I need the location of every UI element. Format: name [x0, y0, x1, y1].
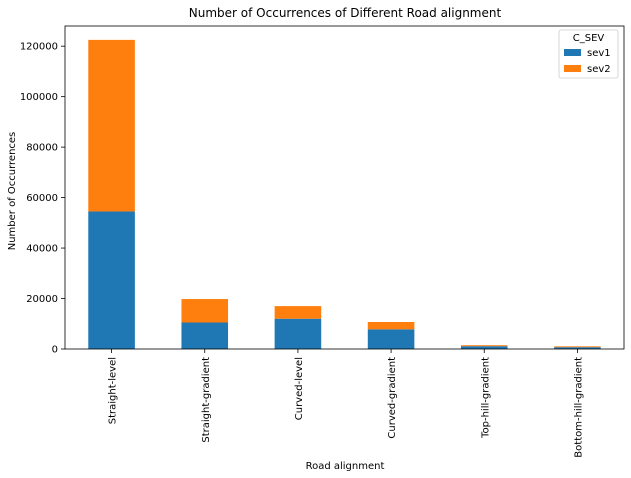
y-tick-label: 80000 — [26, 143, 58, 154]
x-tick-label: Bottom-hill-gradient — [573, 357, 584, 458]
y-tick-label: 0 — [52, 345, 58, 356]
plot-area — [64, 25, 625, 350]
legend-swatch-sev1 — [564, 49, 581, 56]
bar-sev1-straight-gradient — [181, 322, 229, 349]
x-tick-label: Straight-level — [108, 357, 119, 424]
y-axis: 0 20000 40000 60000 80000 100000 120000 — [20, 42, 65, 356]
legend-title: C_SEV — [573, 33, 605, 44]
bar-sev1-top-hill-gradient — [460, 346, 508, 349]
bar-sev2-curved-gradient — [367, 322, 415, 330]
bar-sev1-straight-level — [88, 211, 135, 349]
bar-sev1-curved-gradient — [367, 329, 415, 349]
y-tick-label: 40000 — [26, 244, 58, 255]
bar-sev1-curved-level — [274, 318, 322, 349]
x-tick-label: Curved-gradient — [387, 357, 398, 439]
y-axis-label: Number of Occurrences — [7, 132, 18, 251]
bar-sev2-curved-level — [274, 306, 322, 319]
y-tick-label: 100000 — [20, 92, 58, 103]
x-tick-label: Curved-level — [294, 357, 305, 420]
bar-sev2-top-hill-gradient — [460, 345, 508, 347]
x-tick-label: Top-hill-gradient — [480, 357, 491, 439]
legend-label-sev2: sev2 — [587, 64, 611, 75]
y-tick-label: 20000 — [26, 294, 58, 305]
legend: C_SEV sev1 sev2 — [558, 29, 619, 79]
bar-sev2-straight-gradient — [181, 299, 229, 323]
legend-label-sev1: sev1 — [587, 48, 611, 59]
y-tick-label: 60000 — [26, 193, 58, 204]
bar-sev2-straight-level — [88, 39, 135, 212]
x-axis-label: Road alignment — [306, 461, 385, 472]
x-tick-label: Straight-gradient — [201, 357, 212, 443]
y-tick-label: 120000 — [20, 42, 58, 53]
bar-sev1-bottom-hill-gradient — [554, 347, 601, 349]
legend-swatch-sev2 — [564, 65, 581, 72]
plot-frame — [64, 25, 625, 350]
x-axis: Straight-level Straight-gradient Curved-le… — [108, 349, 584, 458]
chart-title: Number of Occurrences of Different Road … — [189, 6, 502, 20]
bar-sev2-bottom-hill-gradient — [554, 346, 601, 348]
